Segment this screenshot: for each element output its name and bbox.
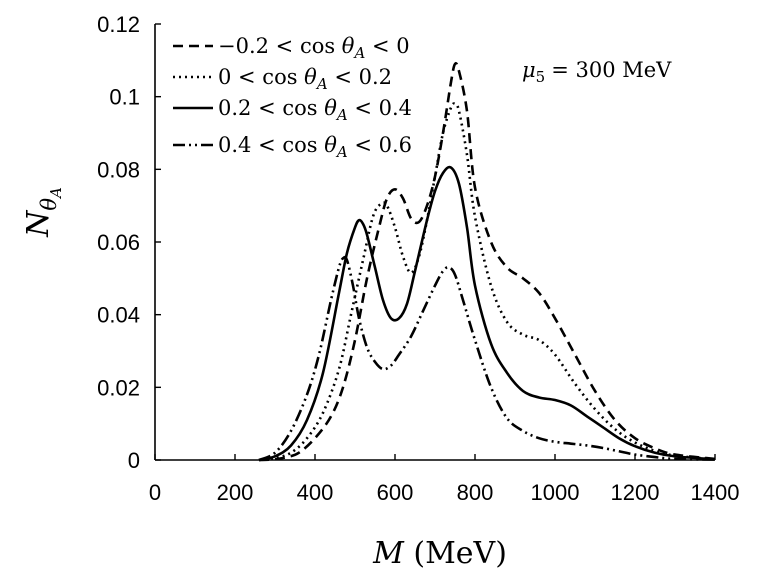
y-tick-label: 0.1 — [109, 85, 140, 110]
legend: −0.2 < cos θA < 0 0 < cos θA < 0.2 0.2 < c… — [173, 34, 412, 161]
mu-subscript: 5 — [536, 68, 546, 86]
y-axis-label: NθA — [21, 187, 65, 238]
legend-label-4: 0.4 < cos θA < 0.6 — [218, 133, 412, 161]
x-tick-label: 600 — [377, 480, 414, 505]
x-tick-label: 800 — [457, 480, 494, 505]
y-label-symbol: N — [21, 209, 56, 238]
y-ticks: 0 0.02 0.04 0.06 0.08 0.1 0.12 — [97, 12, 161, 473]
legend-label-1: −0.2 < cos θA < 0 — [218, 34, 410, 62]
mu5-annotation: μ5 = 300 MeV — [522, 58, 672, 86]
svg-text:NθA: NθA — [21, 187, 65, 238]
y-tick-label: 0.02 — [97, 375, 140, 400]
x-tick-label: 1000 — [531, 480, 580, 505]
series-line-02-04 — [258, 165, 716, 462]
plot-frame — [154, 24, 715, 461]
x-label-unit: (MeV) — [413, 536, 507, 571]
y-label-subsubscript: A — [47, 187, 65, 200]
mu-value: = 300 MeV — [551, 58, 672, 82]
y-tick-label: 0.04 — [97, 303, 140, 328]
series-group — [258, 61, 716, 462]
legend-label-2: 0 < cos θA < 0.2 — [218, 65, 392, 93]
y-label-subscript: θ — [37, 198, 61, 211]
x-ticks: 0 200 400 600 800 1000 1200 1400 — [149, 454, 740, 505]
y-tick-label: 0 — [128, 448, 140, 473]
x-tick-label: 1200 — [611, 480, 660, 505]
series-line-neg02-0 — [258, 61, 716, 462]
x-tick-label: 200 — [217, 480, 254, 505]
x-axis-label: M (MeV) — [372, 536, 507, 571]
series-line-04-06 — [258, 255, 716, 462]
mu-symbol: μ — [522, 58, 536, 82]
y-tick-label: 0.06 — [97, 230, 140, 255]
x-tick-label: 0 — [149, 480, 161, 505]
legend-label-3: 0.2 < cos θA < 0.4 — [218, 96, 412, 124]
x-tick-label: 400 — [297, 480, 334, 505]
y-tick-label: 0.08 — [97, 157, 140, 182]
x-label-symbol: M — [372, 536, 405, 571]
y-tick-label: 0.12 — [97, 12, 140, 37]
x-tick-label: 1400 — [691, 480, 740, 505]
